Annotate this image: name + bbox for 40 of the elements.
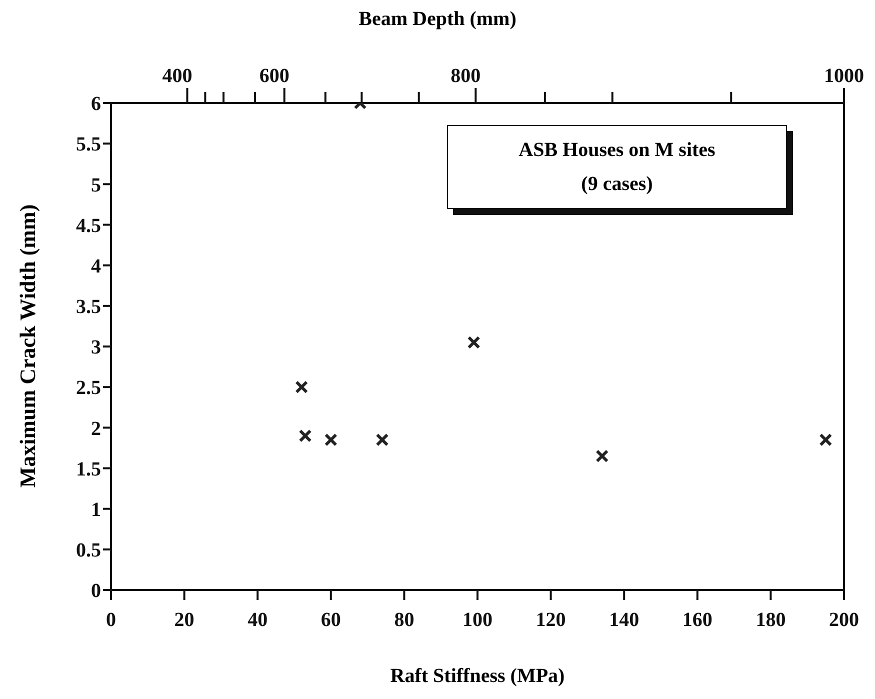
y-tick-label: 1 bbox=[91, 498, 101, 521]
y-tick-label: 4.5 bbox=[76, 214, 101, 237]
text: 1000 bbox=[824, 65, 864, 87]
y-tick-label: 3 bbox=[91, 336, 101, 359]
y-tick-label: 0 bbox=[91, 580, 101, 602]
x-tick-label: 160 bbox=[682, 609, 712, 632]
point bbox=[324, 433, 338, 446]
y-tick-label: 2.5 bbox=[76, 377, 101, 400]
x-tick-label: 140 bbox=[609, 609, 640, 632]
y-tick-label: 6 bbox=[91, 93, 101, 116]
x-tick-label: 20 bbox=[174, 609, 194, 632]
y-axis-title: Maximum Crack Width (mm) bbox=[15, 204, 41, 488]
y-tick-label: 1.5 bbox=[76, 458, 101, 480]
x-tick-label: 0 bbox=[106, 609, 116, 632]
x-tick-label: 40 bbox=[248, 609, 268, 632]
point bbox=[295, 380, 308, 394]
x-axis-title: Raft Stiffness (MPa) bbox=[389, 665, 566, 688]
point bbox=[376, 433, 389, 446]
y-tick-label: 5.5 bbox=[76, 134, 101, 156]
point bbox=[298, 429, 312, 442]
y-tick-label: 5 bbox=[91, 174, 101, 196]
x-tick-label: 60 bbox=[320, 609, 341, 632]
text: 600 bbox=[259, 65, 290, 87]
y-tick-label: 3.5 bbox=[76, 296, 101, 318]
x-tick-label: 180 bbox=[756, 609, 786, 632]
annotation: ASB Houses on M sites bbox=[518, 138, 716, 163]
text: 400 bbox=[162, 65, 192, 87]
annotation: (9 cases) bbox=[581, 172, 653, 197]
x-tick-label: 120 bbox=[536, 609, 566, 632]
y-tick-label: 0.5 bbox=[76, 540, 101, 562]
x-tick-label: 80 bbox=[394, 609, 414, 632]
point bbox=[467, 336, 480, 349]
y-tick-label: 2 bbox=[91, 418, 101, 440]
x-tick-label: 100 bbox=[462, 609, 492, 632]
x2-axis-title: Beam Depth (mm) bbox=[358, 8, 518, 31]
text: 800 bbox=[450, 65, 481, 87]
y-tick-label: 4 bbox=[91, 255, 101, 278]
x-tick-label: 200 bbox=[829, 609, 859, 632]
point bbox=[819, 433, 832, 446]
point bbox=[596, 450, 609, 463]
